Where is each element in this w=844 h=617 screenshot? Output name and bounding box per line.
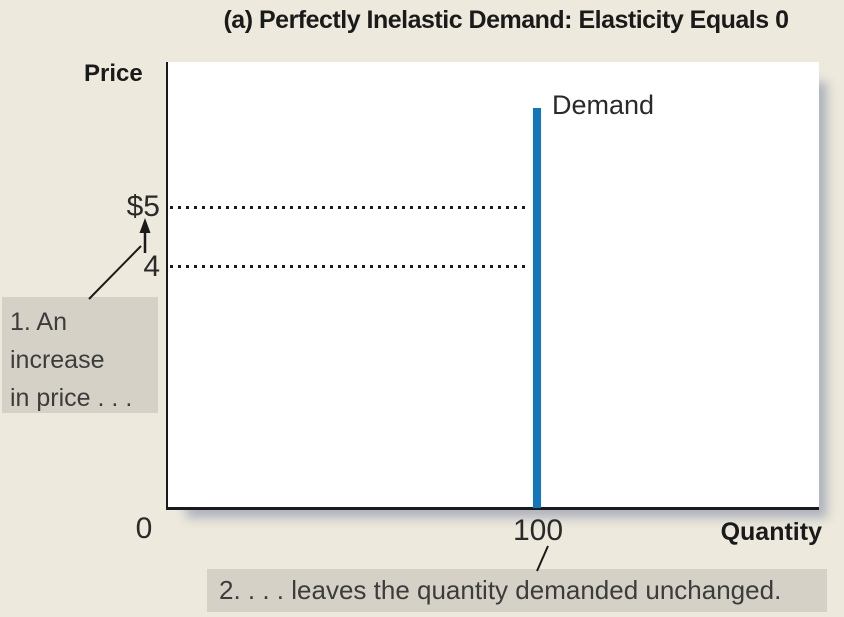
- annotation-price-increase: 1. An increase in price . . .: [2, 297, 158, 413]
- demand-curve: [533, 108, 541, 508]
- annotation-quantity-unchanged: 2. . . . leaves the quantity demanded un…: [207, 569, 827, 612]
- demand-curve-label: Demand: [552, 90, 655, 120]
- x-tick-label-0: 0: [135, 512, 153, 545]
- plot-area: [166, 62, 819, 510]
- annotation-line: 1. An: [10, 308, 67, 336]
- dotted-reference-line-price-5: [170, 206, 530, 209]
- x-tick-label-100: 100: [512, 514, 564, 547]
- annotation-line: in price . . .: [10, 384, 133, 412]
- dotted-reference-line-price-4: [170, 265, 530, 268]
- y-tick-label-4: 4: [143, 250, 160, 283]
- figure-title: (a) Perfectly Inelastic Demand: Elastici…: [223, 6, 789, 34]
- y-tick-label-5: $5: [126, 190, 160, 223]
- annotation-2-callout-line: [536, 545, 549, 572]
- y-axis-label: Price: [84, 60, 143, 87]
- annotation-line: increase: [10, 346, 105, 374]
- x-axis-label: Quantity: [720, 518, 822, 546]
